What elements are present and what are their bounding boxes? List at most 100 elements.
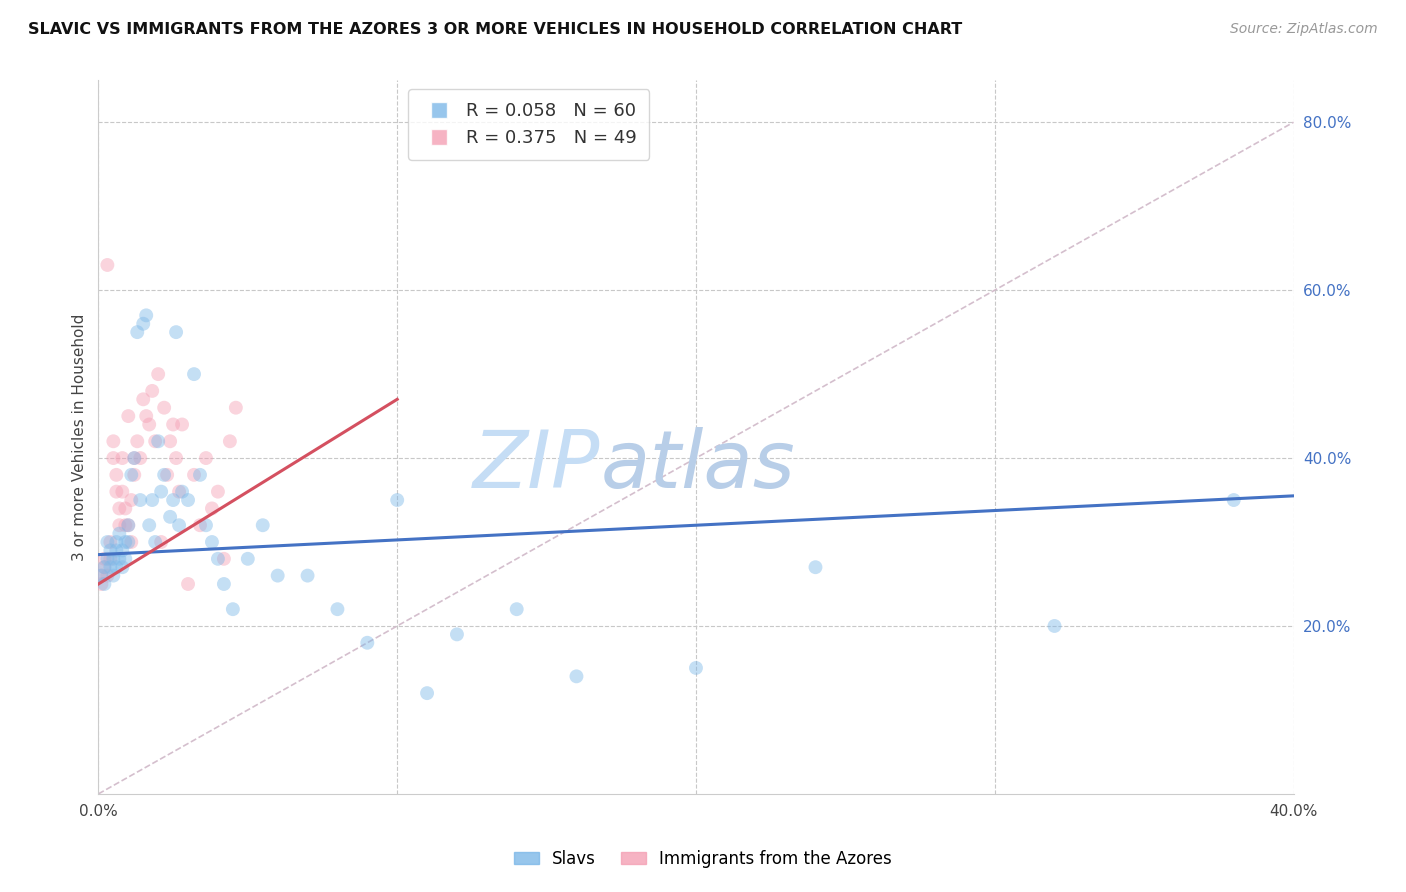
Point <box>222 602 245 616</box>
Point <box>124 451 146 466</box>
Point <box>105 560 128 574</box>
Point <box>114 518 136 533</box>
Point <box>111 543 134 558</box>
Point <box>114 535 136 549</box>
Text: ZIP: ZIP <box>472 426 600 505</box>
Point <box>103 434 125 449</box>
Point <box>326 602 349 616</box>
Point <box>103 568 125 582</box>
Point <box>105 535 128 549</box>
Point <box>124 467 146 482</box>
Point <box>201 501 224 516</box>
Point <box>117 518 139 533</box>
Point <box>153 467 176 482</box>
Point <box>148 367 170 381</box>
Point <box>96 568 118 582</box>
Point <box>108 551 131 566</box>
Point <box>150 535 173 549</box>
Point <box>804 560 827 574</box>
Point <box>141 384 163 398</box>
Point <box>446 627 468 641</box>
Point <box>93 551 115 566</box>
Point <box>135 409 157 423</box>
Point <box>103 551 125 566</box>
Point <box>98 560 122 574</box>
Point <box>506 602 529 616</box>
Point <box>132 317 155 331</box>
Point <box>93 560 115 574</box>
Point <box>183 467 205 482</box>
Point <box>129 493 152 508</box>
Text: Source: ZipAtlas.com: Source: ZipAtlas.com <box>1230 22 1378 37</box>
Point <box>172 484 194 499</box>
Point <box>108 526 131 541</box>
Legend: Slavs, Immigrants from the Azores: Slavs, Immigrants from the Azores <box>508 844 898 875</box>
Point <box>111 560 134 574</box>
Point <box>195 518 218 533</box>
Point <box>165 325 187 339</box>
Point <box>297 568 319 582</box>
Point <box>201 535 224 549</box>
Point <box>143 535 166 549</box>
Point <box>96 535 118 549</box>
Point <box>111 484 134 499</box>
Point <box>219 434 242 449</box>
Point <box>156 467 179 482</box>
Point <box>143 434 166 449</box>
Point <box>93 577 115 591</box>
Point <box>1223 493 1246 508</box>
Legend: R = 0.058   N = 60, R = 0.375   N = 49: R = 0.058 N = 60, R = 0.375 N = 49 <box>408 89 650 160</box>
Point <box>114 501 136 516</box>
Point <box>177 493 200 508</box>
Point <box>93 560 115 574</box>
Point <box>212 577 235 591</box>
Point <box>356 636 378 650</box>
Point <box>385 493 409 508</box>
Point <box>252 518 274 533</box>
Point <box>148 434 170 449</box>
Point <box>90 568 112 582</box>
Point <box>105 467 128 482</box>
Point <box>685 661 707 675</box>
Point <box>150 484 173 499</box>
Point <box>105 484 128 499</box>
Point <box>165 451 187 466</box>
Point <box>108 501 131 516</box>
Point <box>172 417 194 432</box>
Point <box>120 535 142 549</box>
Point <box>188 518 211 533</box>
Point <box>111 451 134 466</box>
Point <box>96 258 118 272</box>
Point <box>114 551 136 566</box>
Point <box>167 518 190 533</box>
Point <box>1043 619 1066 633</box>
Point <box>120 467 142 482</box>
Point <box>132 392 155 407</box>
Point <box>108 518 131 533</box>
Point <box>127 434 149 449</box>
Point <box>138 518 160 533</box>
Point <box>117 518 139 533</box>
Point <box>207 484 229 499</box>
Point <box>124 451 146 466</box>
Point <box>120 493 142 508</box>
Text: SLAVIC VS IMMIGRANTS FROM THE AZORES 3 OR MORE VEHICLES IN HOUSEHOLD CORRELATION: SLAVIC VS IMMIGRANTS FROM THE AZORES 3 O… <box>28 22 962 37</box>
Point <box>212 551 235 566</box>
Point <box>177 577 200 591</box>
Point <box>236 551 259 566</box>
Point <box>98 551 122 566</box>
Point <box>416 686 439 700</box>
Point <box>183 367 205 381</box>
Point <box>129 451 152 466</box>
Point <box>90 568 112 582</box>
Point <box>138 417 160 432</box>
Point <box>135 309 157 323</box>
Point <box>167 484 190 499</box>
Point <box>98 543 122 558</box>
Point <box>225 401 247 415</box>
Y-axis label: 3 or more Vehicles in Household: 3 or more Vehicles in Household <box>72 313 87 561</box>
Point <box>117 535 139 549</box>
Point <box>141 493 163 508</box>
Point <box>90 577 112 591</box>
Point <box>105 543 128 558</box>
